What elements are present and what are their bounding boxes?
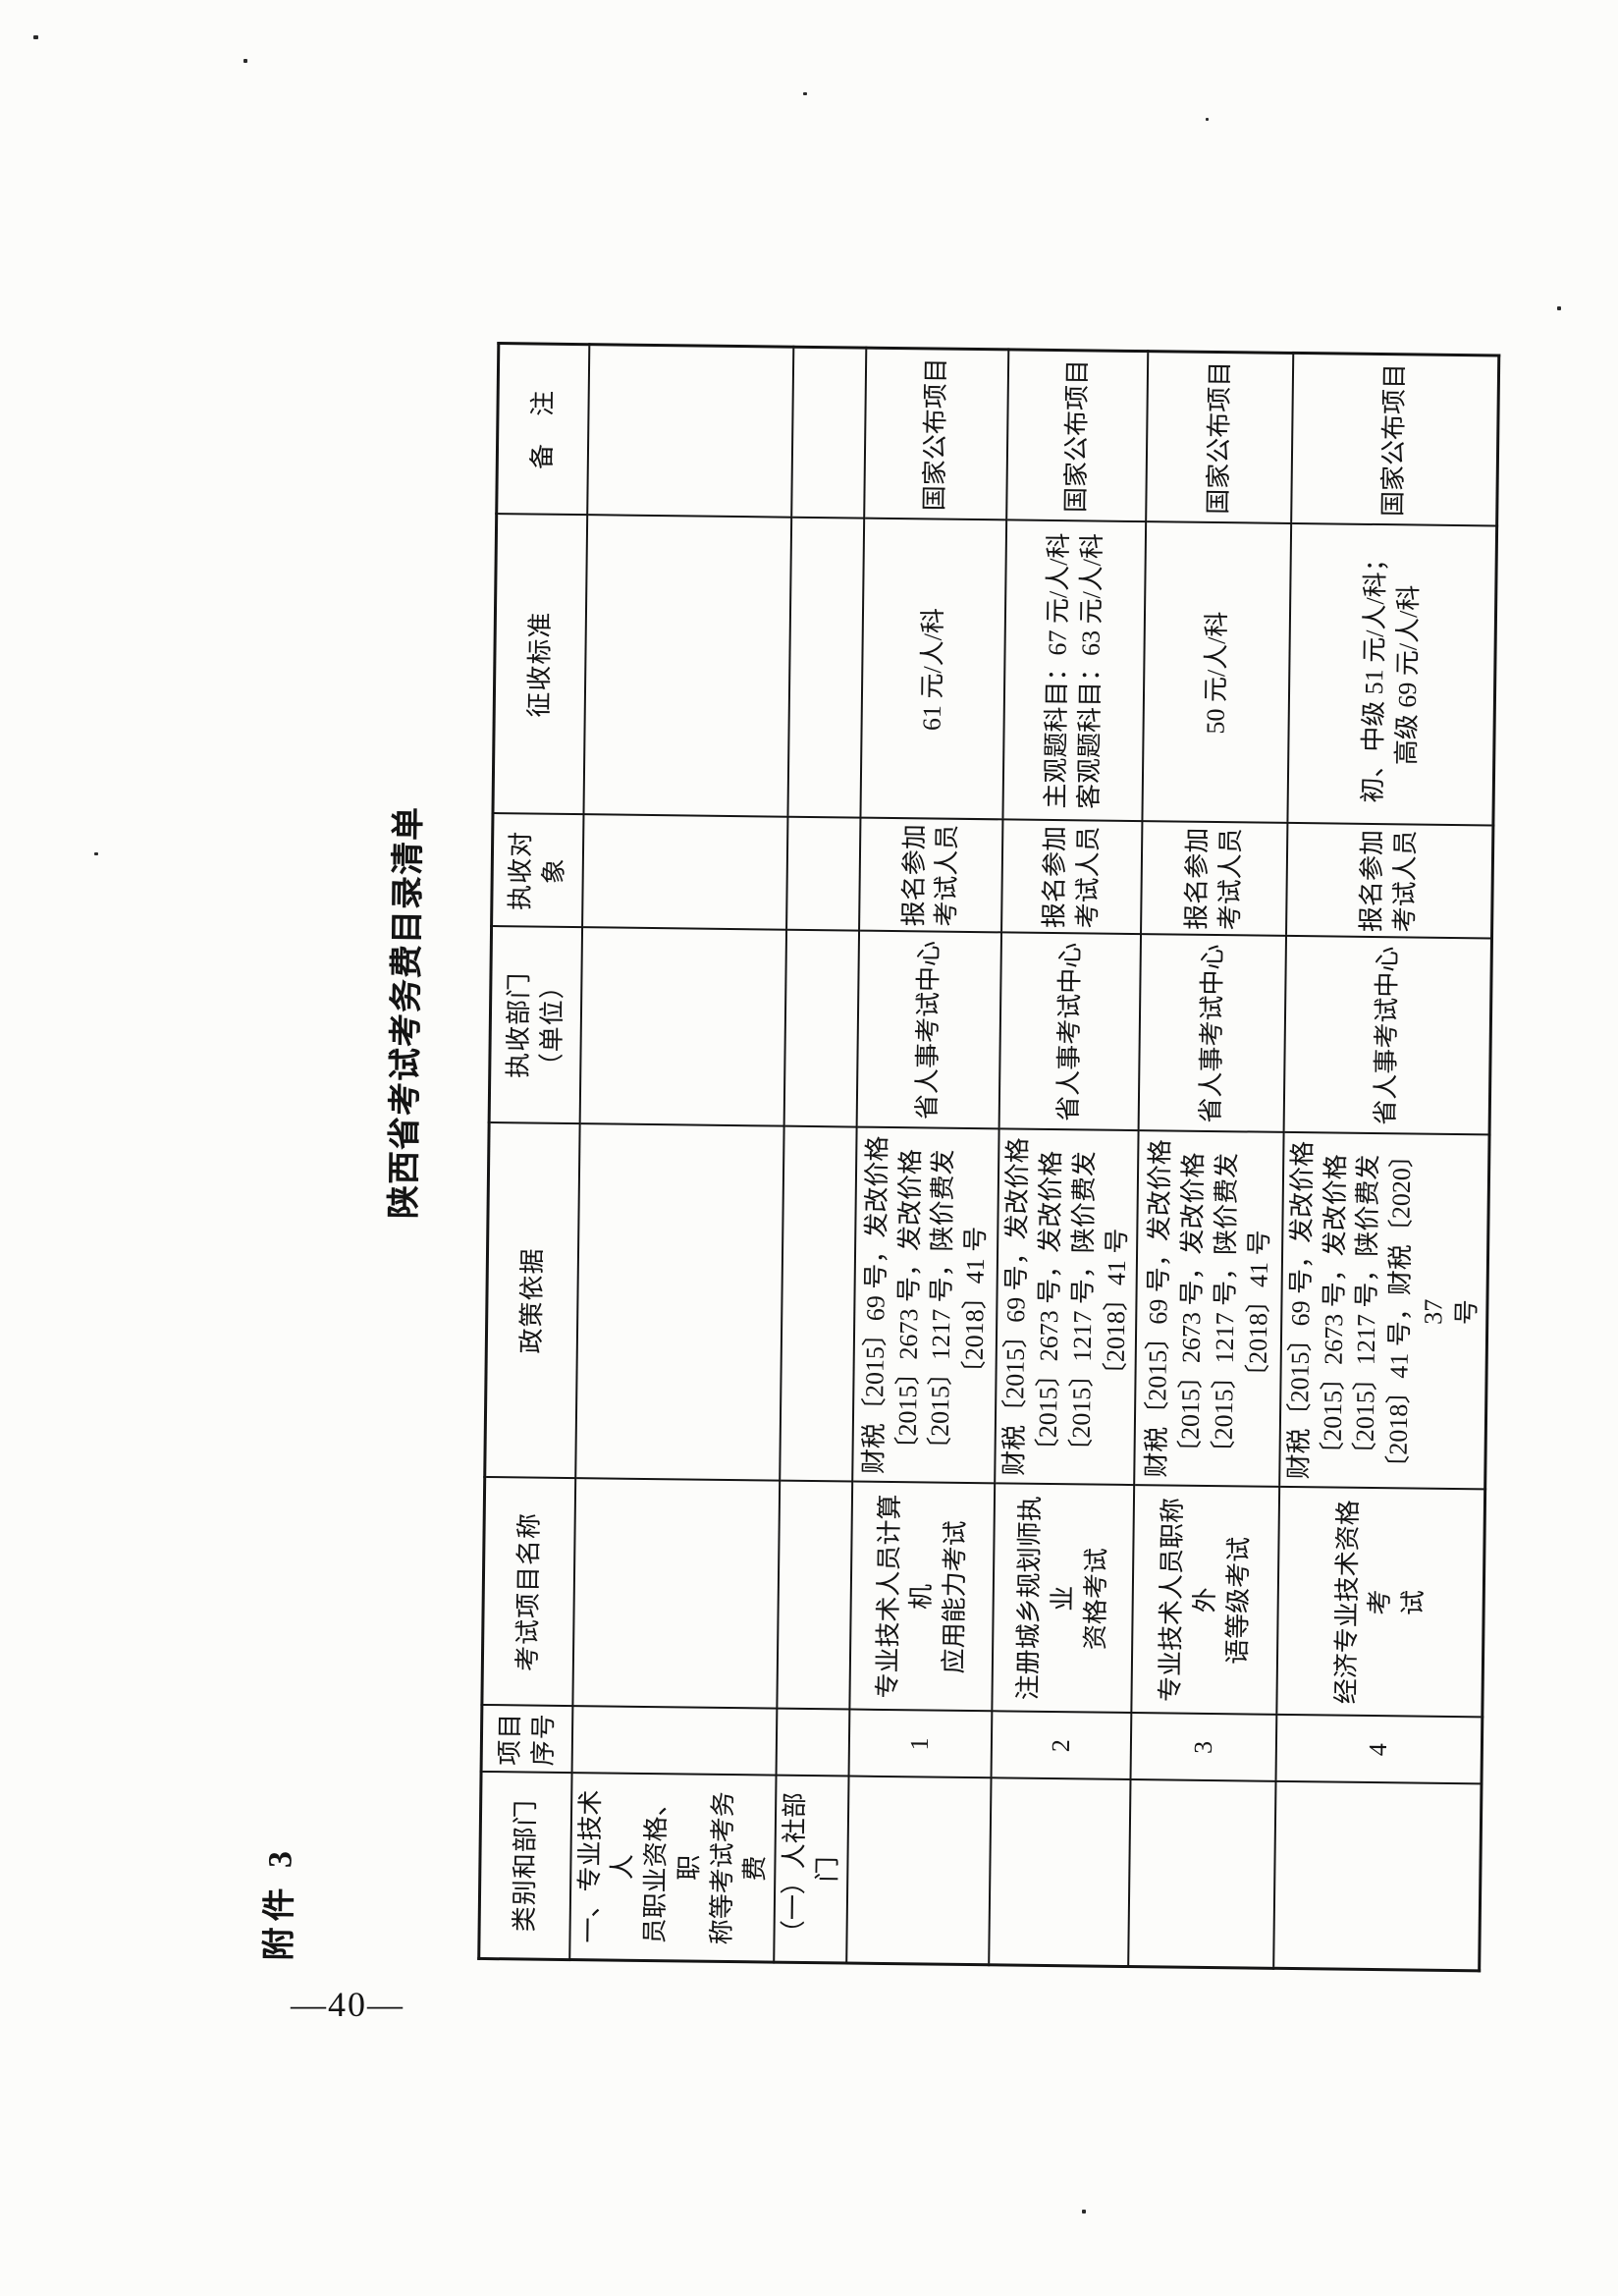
cell-payer: 报名参加 考试人员 (1285, 823, 1493, 939)
cell-policy: 财税〔2015〕69 号，发改价格 〔2015〕2673 号，发改价格 〔201… (1279, 1132, 1489, 1490)
cell-agency: 省人事考试中心 (1283, 936, 1492, 1135)
empty-cell (586, 344, 794, 519)
cell-standard: 主观题科目：67 元/人/科 客观题科目：63 元/人/科 (1002, 519, 1147, 822)
empty-cell (791, 347, 867, 519)
scan-speck (243, 59, 247, 63)
scan-speck (1557, 306, 1561, 310)
scan-speck (1206, 118, 1209, 121)
cell-note: 国家公布项目 (1146, 351, 1294, 524)
empty-cell (786, 817, 861, 932)
empty-cell (783, 930, 859, 1128)
cell-agency: 省人事考试中心 (856, 931, 1001, 1129)
category-row: 一、专业技术人 员职业资格、职 称等考试考务费 (568, 344, 794, 1963)
header-collecting-unit: 执收部门 （单位） (489, 926, 582, 1124)
header-seq: 项目 序号 (481, 1705, 572, 1774)
cell-payer: 报名参加 考试人员 (1000, 819, 1143, 935)
empty-cell (571, 1706, 778, 1777)
cell-note: 国家公布项目 (1006, 349, 1149, 522)
empty-cell (1273, 1781, 1482, 1971)
table-row: 3 专业技术人员职称外 语等级考试 财税〔2015〕69 号，发改价格 〔201… (1128, 351, 1294, 1969)
fee-directory-table: 类别和部门 项目 序号 考试项目名称 政策依据 执收部门 （单位） 执收对象 征… (477, 342, 1500, 1973)
cell-exam-name: 专业技术人员职称外 语等级考试 (1131, 1485, 1280, 1716)
cell-standard: 50 元/人/科 (1142, 521, 1292, 824)
empty-cell (571, 1478, 781, 1710)
table-row: 1 专业技术人员计算机 应用能力考试 财税〔2015〕69 号，发改价格 〔20… (846, 348, 1009, 1965)
scan-speck (1082, 2210, 1086, 2214)
empty-cell (777, 1481, 853, 1711)
empty-cell (780, 1126, 857, 1483)
empty-cell (776, 1709, 850, 1777)
header-exam-name: 考试项目名称 (481, 1477, 575, 1707)
scan-speck (803, 92, 807, 95)
page-number: —40— (291, 1985, 404, 2024)
header-remarks: 备 注 (496, 343, 589, 516)
cell-seq: 1 (848, 1710, 993, 1778)
cell-policy: 财税〔2015〕69 号，发改价格 〔2015〕2673 号，发改价格 〔201… (1134, 1130, 1284, 1488)
cell-standard: 初、中级 51 元/人/科； 高级 69 元/人/科 (1287, 523, 1497, 826)
cell-seq: 3 (1130, 1713, 1277, 1782)
empty-cell (574, 1123, 784, 1482)
header-payer: 执收对象 (491, 813, 583, 928)
scan-speck (416, 882, 420, 886)
scan-speck (94, 852, 98, 855)
cell-exam-name: 专业技术人员计算机 应用能力考试 (849, 1482, 996, 1712)
subcategory-label: （一）人社部门 (774, 1776, 849, 1964)
cell-agency: 省人事考试中心 (998, 932, 1141, 1131)
empty-cell (787, 518, 865, 819)
empty-cell (579, 927, 787, 1127)
empty-cell (581, 814, 788, 931)
cell-note: 国家公布项目 (864, 348, 1009, 520)
scan-speck (33, 35, 38, 39)
header-fee-standard: 征收标准 (492, 514, 587, 815)
cell-seq: 2 (991, 1711, 1132, 1780)
page-title: 陕西省考试考务费目录清单 (386, 805, 428, 1220)
cell-note: 国家公布项目 (1291, 353, 1499, 526)
cell-agency: 省人事考试中心 (1138, 934, 1286, 1133)
cell-exam-name: 注册城乡规划师执业 资格考试 (992, 1483, 1135, 1714)
table-row: 2 注册城乡规划师执业 资格考试 财税〔2015〕69 号，发改价格 〔2015… (989, 349, 1149, 1967)
cell-payer: 报名参加 考试人员 (1140, 821, 1288, 937)
cell-standard: 61 元/人/科 (860, 519, 1007, 820)
header-policy-basis: 政策依据 (484, 1122, 580, 1479)
cell-policy: 财税〔2015〕69 号，发改价格 〔2015〕2673 号，发改价格 〔201… (995, 1128, 1139, 1486)
cell-seq: 4 (1275, 1715, 1483, 1784)
empty-cell (1128, 1779, 1276, 1969)
header-category: 类别和部门 (478, 1772, 572, 1960)
empty-cell (582, 515, 792, 818)
cell-exam-name: 经济专业技术资格考 试 (1276, 1487, 1485, 1718)
table-row: 4 经济专业技术资格考 试 财税〔2015〕69 号，发改价格 〔2015〕26… (1273, 353, 1499, 1971)
empty-cell (846, 1777, 992, 1965)
attachment-label: 附件 3 (261, 1844, 299, 1961)
empty-cell (989, 1777, 1131, 1967)
cell-policy: 财税〔2015〕69 号，发改价格 〔2015〕2673 号，发改价格 〔201… (852, 1127, 999, 1484)
cell-payer: 报名参加 考试人员 (858, 818, 1003, 933)
category-label: 一、专业技术人 员职业资格、职 称等考试考务费 (568, 1773, 777, 1963)
